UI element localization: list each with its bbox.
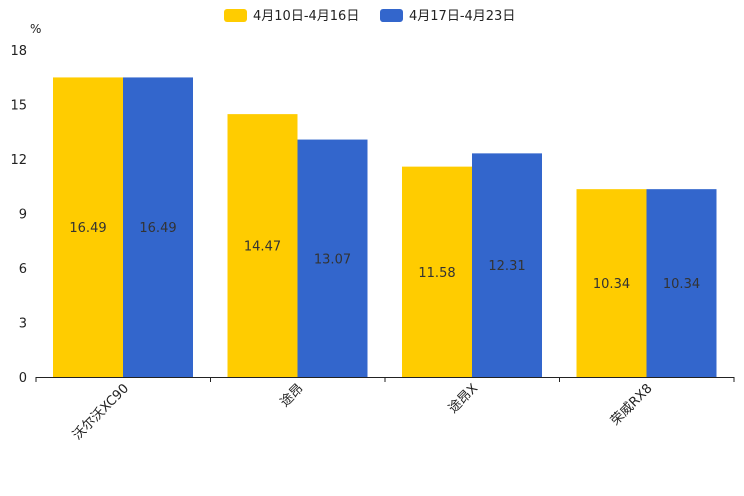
y-tick-label: 12 bbox=[10, 153, 27, 168]
x-category-label: 沃尔沃XC90 bbox=[70, 381, 132, 443]
x-category-label: 荣威RX8 bbox=[608, 381, 656, 429]
legend-swatch bbox=[224, 9, 247, 22]
data-label: 11.58 bbox=[418, 266, 455, 281]
x-category-label: 途昂X bbox=[445, 380, 481, 416]
x-axis: 沃尔沃XC90 途昂 途昂X 荣威RX8 bbox=[35, 377, 735, 443]
data-label: 10.34 bbox=[593, 277, 630, 292]
bar bbox=[227, 114, 298, 378]
bar bbox=[123, 77, 193, 377]
y-tick-label: 6 bbox=[19, 262, 27, 277]
y-axis-unit: % bbox=[30, 22, 41, 36]
legend-label: 4月10日-4月16日 bbox=[253, 9, 359, 24]
data-label: 16.49 bbox=[139, 221, 176, 236]
bar bbox=[53, 77, 123, 377]
y-tick-label: 3 bbox=[19, 317, 27, 332]
data-label: 16.49 bbox=[69, 221, 106, 236]
bar bbox=[402, 166, 472, 377]
data-label: 13.07 bbox=[314, 252, 351, 267]
data-label: 10.34 bbox=[663, 277, 700, 292]
data-label: 12.31 bbox=[488, 259, 525, 274]
y-tick-label: 18 bbox=[10, 44, 27, 59]
legend: 4月10日-4月16日 4月17日-4月23日 bbox=[224, 9, 515, 24]
y-axis-ticks: 0 3 6 9 12 15 18 bbox=[10, 44, 27, 386]
data-label: 14.47 bbox=[244, 240, 281, 255]
legend-swatch bbox=[380, 9, 403, 22]
y-tick-label: 15 bbox=[10, 99, 27, 114]
x-category-label: 途昂 bbox=[277, 381, 307, 411]
y-tick-label: 0 bbox=[19, 371, 27, 386]
bars bbox=[53, 77, 717, 378]
bar bbox=[472, 153, 542, 377]
bar bbox=[646, 189, 717, 377]
bar bbox=[576, 189, 647, 377]
y-tick-label: 9 bbox=[19, 208, 27, 223]
legend-label: 4月17日-4月23日 bbox=[409, 9, 515, 24]
bar bbox=[297, 139, 368, 377]
data-labels: 16.49 16.49 14.47 13.07 11.58 12.31 10.34 10.34 bbox=[69, 221, 700, 292]
